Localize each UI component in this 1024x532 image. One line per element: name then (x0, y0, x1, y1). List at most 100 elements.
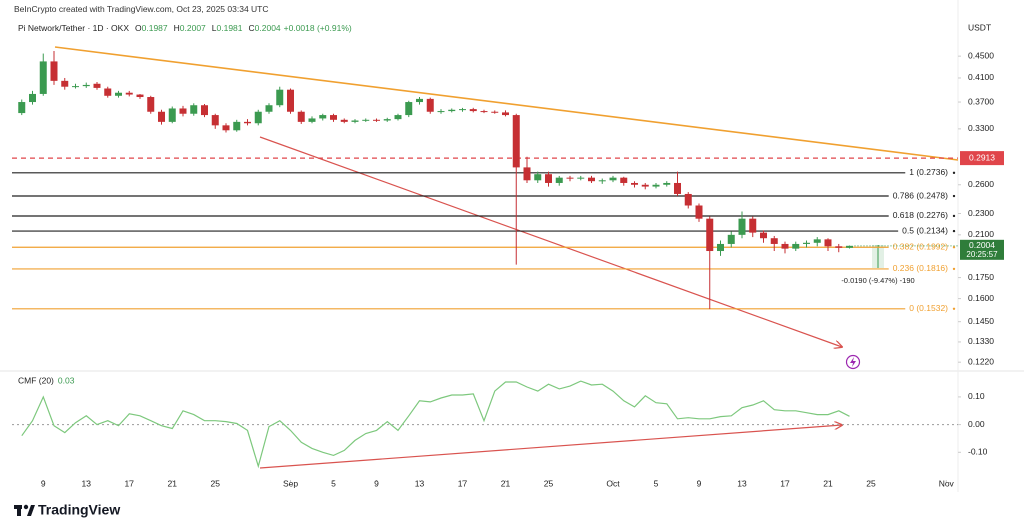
x-tick-label: 13 (737, 478, 747, 488)
fib-label: 0 (0.1532) (909, 303, 948, 313)
symbol-title: Pi Network/Tether · 1D · OKX (18, 23, 130, 33)
x-tick-label: 5 (654, 478, 659, 488)
candle-body (620, 177, 628, 183)
x-tick-label: 17 (458, 478, 468, 488)
x-tick-label: Nov (939, 478, 955, 488)
candle-body (749, 218, 757, 233)
x-tick-label: 5 (331, 478, 336, 488)
candle-body (684, 193, 692, 206)
indicator-title: CMF (20) (18, 375, 54, 385)
candle-body (566, 177, 574, 179)
currency-label: USDT (968, 22, 991, 32)
candle-body (631, 182, 638, 185)
candle-body (491, 111, 499, 113)
fib-dot (952, 214, 956, 218)
candle-body (459, 109, 466, 111)
x-tick-label: 9 (41, 478, 46, 488)
candle-body (534, 174, 542, 181)
legend-value: 0.2004 (254, 23, 281, 33)
legend-key: C (248, 23, 255, 33)
candle-body (652, 184, 660, 187)
candle-body (824, 239, 832, 247)
candle-body (512, 115, 520, 168)
y-tick-label: 0.3300 (968, 123, 994, 133)
alert-tag-label: 0.2913 (969, 152, 995, 162)
candle-body (792, 243, 800, 249)
candle-body (416, 98, 423, 103)
candle-body (760, 232, 767, 239)
candle-body (254, 111, 262, 124)
candle-body (706, 218, 714, 252)
x-tick-label: 17 (780, 478, 790, 488)
candle-body (588, 177, 595, 182)
candle-body (29, 93, 36, 103)
candle-body (190, 105, 198, 114)
fib-dot (952, 194, 956, 198)
logo (14, 504, 35, 516)
candle-body (394, 115, 402, 120)
y-tick-label: 0.1220 (968, 356, 994, 366)
fib-label: 0.236 (0.1816) (893, 263, 948, 273)
change-label: +0.0018 (+0.91%) (283, 23, 352, 33)
indicator-value: 0.03 (58, 375, 75, 385)
candle-body (405, 102, 413, 116)
divergence-arrow (259, 425, 842, 469)
candle-body (717, 243, 724, 252)
candle-body (104, 88, 112, 96)
candle-body (523, 167, 531, 181)
fib-label: 0.5 (0.2134) (902, 225, 948, 235)
y-tick-label: -0.10 (968, 447, 988, 457)
y-tick-label: 0.1330 (968, 336, 994, 346)
x-tick-label: 21 (501, 478, 511, 488)
fib-dot (952, 171, 956, 175)
legend: Pi Network/Tether · 1D · OKX O 0.1987 H 0.… (18, 23, 352, 33)
x-tick-label: 25 (544, 478, 554, 488)
candle-body (437, 111, 445, 113)
candle-body (555, 177, 563, 183)
legend-value: 0.1981 (216, 23, 243, 33)
candle-body (222, 125, 230, 131)
x-tick-label: Sep (283, 478, 298, 488)
candle-body (179, 108, 187, 114)
y-tick-label: 0.2600 (968, 179, 994, 189)
candle-body (577, 177, 585, 179)
candle-body (598, 180, 606, 182)
candle-body (846, 245, 853, 248)
x-tick-label: 13 (415, 478, 425, 488)
candle-body (147, 97, 155, 112)
alert-tag (960, 151, 1004, 166)
candle-body (158, 111, 165, 122)
candle-body (448, 109, 456, 112)
candle-body (781, 243, 789, 249)
y-tick-label: 0.4100 (968, 72, 994, 82)
x-tick-label: 21 (168, 478, 178, 488)
candle-body (93, 83, 101, 88)
candle-body (297, 111, 305, 122)
legend-key: O (135, 23, 142, 33)
cmf-line (21, 380, 850, 469)
x-tick-label: 13 (82, 478, 92, 488)
y-tick-label: 0.2100 (968, 229, 994, 239)
candle-body (641, 184, 649, 187)
y-tick-label: 0.1750 (968, 272, 994, 282)
candle-body (502, 112, 509, 116)
y-tick-label: 0.00 (968, 419, 985, 429)
candle-body (287, 89, 294, 112)
x-tick-label: 9 (374, 478, 379, 488)
countdown: 20:25:57 (966, 250, 998, 259)
candle-body (82, 84, 90, 87)
candle-body (308, 118, 316, 122)
fib-dot (952, 307, 956, 310)
y-tick-label: 0.10 (968, 391, 985, 401)
candle-body (609, 177, 617, 181)
y-tick-label: 0.2300 (968, 208, 994, 218)
candle-body (319, 115, 327, 119)
candle-body (276, 89, 284, 106)
fib-label: 1 (0.2736) (909, 167, 948, 177)
candle-body (72, 86, 79, 88)
x-tick-label: Oct (606, 478, 620, 488)
y-tick-label: 0.1600 (968, 293, 994, 303)
candle-body (738, 218, 746, 235)
candle-body (426, 98, 434, 112)
